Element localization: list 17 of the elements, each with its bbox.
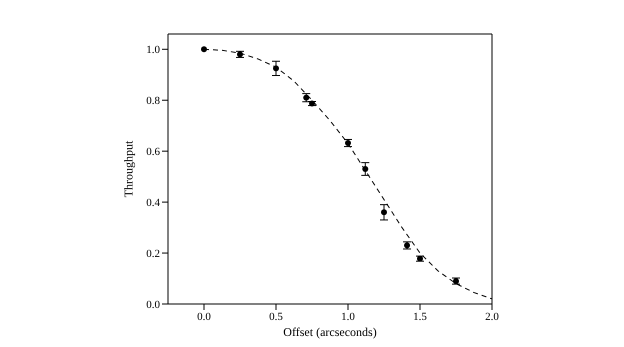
x-tick-label: 1.5 — [413, 310, 428, 323]
y-axis-title: Throughput — [121, 140, 136, 198]
y-tick-label: 1.0 — [146, 44, 160, 56]
x-tick-label: 1.0 — [341, 310, 356, 323]
point — [362, 166, 368, 172]
x-tick-label: 0.5 — [269, 310, 284, 323]
x-tick-label: 0.0 — [197, 310, 212, 323]
point — [381, 209, 387, 216]
point — [273, 65, 279, 72]
y-tick-label: 0.8 — [146, 95, 160, 108]
y-tick-label: 0.6 — [146, 146, 160, 158]
x-axis-title: Offset (arcseconds) — [283, 325, 377, 339]
point — [201, 46, 207, 52]
y-tick-label: 0.0 — [146, 298, 160, 311]
x-tick-label: 2.0 — [485, 310, 500, 323]
y-tick-label: 0.4 — [146, 197, 160, 210]
y-tick-label: 0.2 — [146, 248, 160, 260]
